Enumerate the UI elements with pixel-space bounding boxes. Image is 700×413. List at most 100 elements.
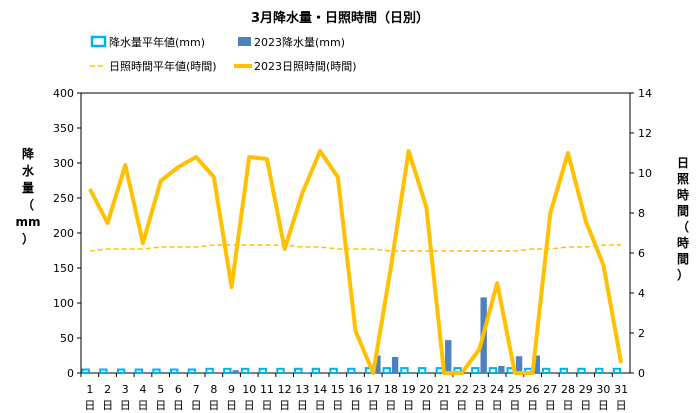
left-axis-label-char: 量 xyxy=(22,181,34,195)
x-tick-suffix: 日 xyxy=(297,399,308,412)
normal-sunshine-line xyxy=(89,244,622,252)
right-axis-ticks: 0 2 4 6 8 10 12 14 xyxy=(630,87,652,380)
x-tick-suffix: 日 xyxy=(137,399,148,412)
legend-swatch-normal-precip xyxy=(90,35,107,48)
right-tick-label: 14 xyxy=(638,87,652,100)
left-tick-label: 100 xyxy=(53,297,74,310)
sunshine-2023-line xyxy=(88,149,624,375)
right-axis-label-char: 間 xyxy=(677,252,689,266)
x-tick-label: 27 xyxy=(543,383,557,396)
x-tick-suffix: 日 xyxy=(598,399,609,412)
x-tick-suffix: 日 xyxy=(191,399,202,412)
normal-precip-bar xyxy=(595,367,604,374)
x-tick-suffix: 日 xyxy=(332,399,343,412)
x-tick-suffix: 日 xyxy=(279,399,290,412)
x-tick-suffix: 日 xyxy=(527,399,538,412)
x-tick-suffix: 日 xyxy=(421,399,432,412)
normal-precip-bar xyxy=(81,368,90,374)
x-tick-label: 22 xyxy=(455,383,469,396)
normal-precip-bar xyxy=(347,367,356,374)
x-tick-suffix: 日 xyxy=(616,399,627,412)
x-tick-suffix: 日 xyxy=(439,399,450,412)
normal-precip-bar xyxy=(116,368,126,374)
normal-precip-bar xyxy=(612,367,622,374)
precip-2023-bar xyxy=(232,370,239,373)
x-tick-label: 7 xyxy=(193,383,200,396)
legend-swatch-precip-2023 xyxy=(238,37,251,46)
normal-precip-bar xyxy=(417,367,427,375)
x-tick-label: 19 xyxy=(402,383,416,396)
normal-precip-bar xyxy=(329,367,338,374)
right-tick-label: 6 xyxy=(638,247,645,260)
precip-2023-bars xyxy=(232,297,540,373)
x-tick-suffix: 日 xyxy=(173,399,184,412)
precip-2023-bar xyxy=(374,355,381,373)
left-tick-label: 300 xyxy=(53,157,74,170)
x-tick-label: 29 xyxy=(579,383,593,396)
right-tick-label: 10 xyxy=(638,167,652,180)
right-axis-label: 日照時間（時間） xyxy=(677,156,689,282)
precip-2023-bar xyxy=(391,356,399,373)
normal-precip-bar xyxy=(559,367,569,374)
right-tick-label: 2 xyxy=(638,327,645,340)
right-tick-label: 4 xyxy=(638,287,645,300)
right-axis-label-char: 照 xyxy=(677,171,689,186)
right-tick-label: 0 xyxy=(638,367,645,380)
left-tick-label: 350 xyxy=(53,122,74,135)
left-axis-label-char: mm xyxy=(15,215,40,229)
right-axis-label-char: （ xyxy=(677,219,689,234)
x-tick-label: 20 xyxy=(419,383,433,396)
x-tick-label: 10 xyxy=(242,383,256,396)
x-tick-label: 3 xyxy=(122,383,129,396)
normal-precip-bar xyxy=(187,368,197,374)
x-tick-label: 25 xyxy=(508,383,522,396)
x-tick-suffix: 日 xyxy=(261,399,272,412)
precip-2023-bar xyxy=(498,366,505,373)
normal-precip-bar xyxy=(541,367,551,374)
right-axis-label-char: 時 xyxy=(677,235,689,250)
normal-precip-bar xyxy=(99,368,108,374)
x-tick-label: 30 xyxy=(596,383,610,396)
normal-precip-bar xyxy=(311,367,321,374)
normal-precip-bar xyxy=(293,367,303,374)
normal-precip-bar xyxy=(488,367,498,375)
normal-precip-bar xyxy=(258,367,267,374)
x-tick-suffix: 日 xyxy=(244,399,255,412)
normal-precip-bar xyxy=(205,367,214,374)
right-axis-label-char: 間 xyxy=(677,204,689,218)
precip-2023-bar xyxy=(303,372,310,373)
x-tick-suffix: 日 xyxy=(580,399,591,412)
legend-label-normal-precip: 降水量平年値(mm) xyxy=(109,35,205,49)
normal-precip-bar xyxy=(134,368,143,374)
normal-precip-bar xyxy=(276,367,285,374)
normal-precip-bar xyxy=(240,367,250,374)
x-tick-label: 31 xyxy=(614,383,628,396)
x-tick-label: 17 xyxy=(366,383,380,396)
x-tick-label: 11 xyxy=(260,383,274,396)
legend: 降水量平年値(mm) 2023降水量(mm) 日照時間平年値(時間) 2023日… xyxy=(90,35,357,73)
x-tick-label: 16 xyxy=(349,383,363,396)
x-tick-suffix: 日 xyxy=(456,399,467,412)
left-tick-label: 400 xyxy=(53,87,74,100)
x-tick-suffix: 日 xyxy=(385,399,396,412)
x-tick-label: 13 xyxy=(295,383,309,396)
x-tick-suffix: 日 xyxy=(155,399,166,412)
x-tick-label: 5 xyxy=(157,383,164,396)
right-tick-label: 8 xyxy=(638,207,645,220)
legend-label-precip-2023: 2023降水量(mm) xyxy=(254,35,345,49)
left-axis-label: 降水量 （ mm ） xyxy=(15,146,40,246)
x-tick-label: 23 xyxy=(472,383,486,396)
normal-precip-bar xyxy=(577,367,586,374)
precip-2023-bar xyxy=(445,340,452,373)
precip-2023-bar xyxy=(533,355,540,373)
x-tick-label: 2 xyxy=(104,383,111,396)
right-axis-label-char: 時 xyxy=(677,187,689,202)
x-tick-label: 1 xyxy=(86,383,93,396)
right-axis-label-char: ） xyxy=(677,267,689,282)
x-tick-suffix: 日 xyxy=(368,399,379,412)
left-axis-ticks: 0 50 100 150 200 250 300 350 400 xyxy=(53,87,81,380)
x-tick-label: 8 xyxy=(210,383,217,396)
x-tick-suffix: 日 xyxy=(492,399,503,412)
right-tick-label: 12 xyxy=(638,127,652,140)
